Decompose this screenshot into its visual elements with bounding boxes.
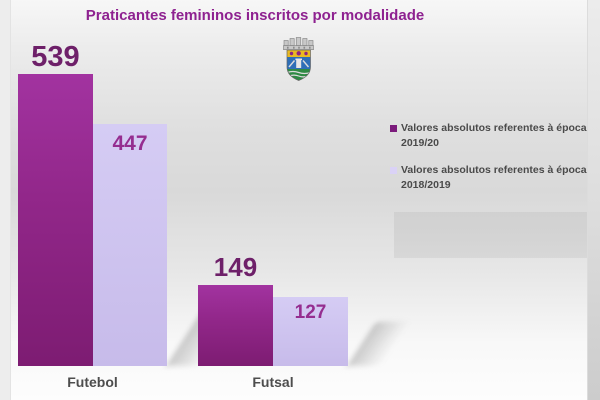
legend-item-2018-2019: Valores absolutos referentes à época 201… [390,163,590,193]
legend-swatch-2019-20 [390,125,397,132]
data-label-futebol-2019-20: 539 [31,41,80,73]
data-label-futebol-2018-2019: 447 [112,132,148,155]
chart-title: Praticantes femininos inscritos por moda… [85,7,425,24]
legend-label-line2: 2019/20 [401,137,439,149]
data-label-futsal-2019-20: 149 [213,252,258,282]
left-margin [0,0,11,400]
legend-swatch-2018-2019 [390,167,397,174]
legend-label-2018-2019: Valores absolutos referentes à época 201… [401,163,587,193]
content-placeholder [394,212,587,258]
legend-label-line1: Valores absolutos referentes à época [401,122,587,134]
municipal-coat-of-arms-icon [282,36,315,82]
data-label-futsal-2018-2019: 127 [294,302,327,323]
category-label-futebol: Futebol [67,374,118,390]
chart-legend: Valores absolutos referentes à época 201… [390,121,590,205]
bar-shadow-futsal [347,322,410,366]
category-label-futsal: Futsal [252,374,294,390]
right-margin [587,0,600,400]
bar-futsal-2018-2019 [273,297,348,366]
bar-futsal-2019-20 [198,285,273,366]
bar-futebol-2019-20 [18,74,93,366]
bar-futebol-2018-2019 [93,124,167,366]
legend-label-line1: Valores absolutos referentes à época [401,164,587,176]
legend-label-line2: 2018/2019 [401,179,451,191]
legend-label-2019-20: Valores absolutos referentes à época 201… [401,121,587,151]
legend-item-2019-20: Valores absolutos referentes à época 201… [390,121,590,151]
